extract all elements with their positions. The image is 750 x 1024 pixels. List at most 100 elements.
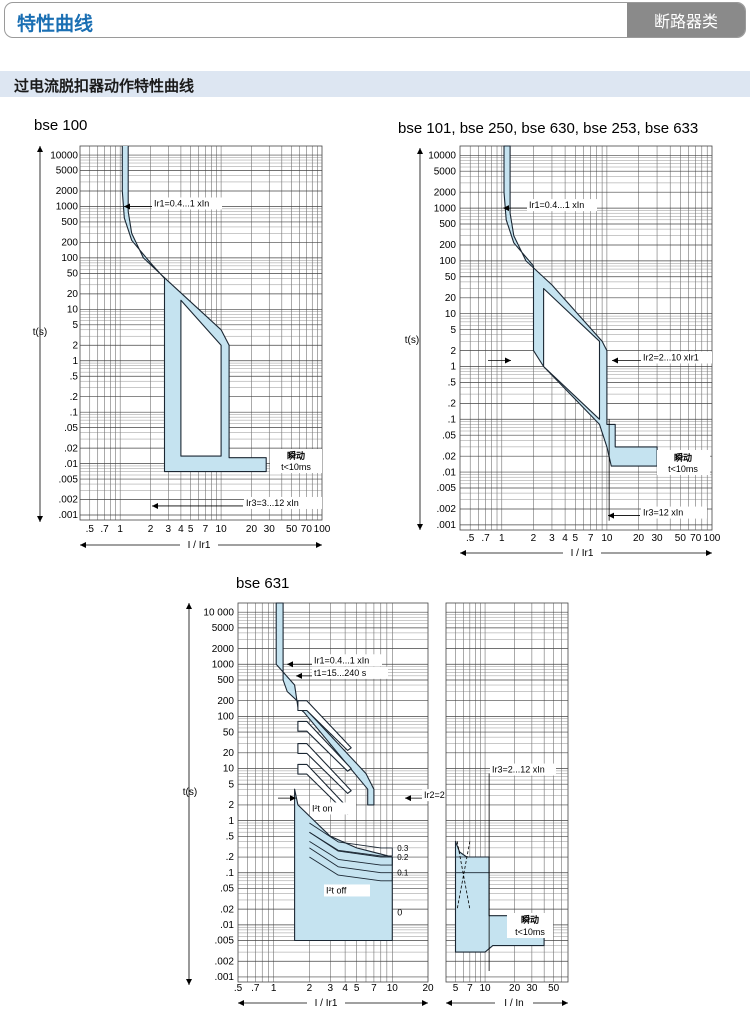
c2-ir3-arrow-head [608,512,614,519]
c3-ir1-label: Ir1=0.4...1 xIn [314,655,369,665]
section-heading-bar: 过电流脱扣器动作特性曲线 [0,71,750,97]
c2-ytick-label: .005 [437,483,457,494]
c2-ir3-label-bg [641,506,707,519]
chart3-title: bse 631 [236,575,290,592]
c3-t1-label: t1=15...240 s [314,668,367,678]
c2-xtick-label: 100 [704,533,721,544]
c1-ytick-label: 500 [61,217,78,228]
c3-xtick-label: 3 [328,983,334,994]
c1-ytick-label: 10000 [50,150,78,161]
c2-ytick-label: 5 [450,325,456,336]
c3-ytick-label: .2 [226,852,235,863]
c2-inst-bg [657,450,710,475]
c1-inst-bg [270,449,322,473]
c3-shorttime-step-2 [309,847,393,882]
c1-xtick-label: 3 [166,524,172,535]
c3-y-arrow-up [186,603,192,609]
c3-ylabel: t(s) [183,787,197,798]
c2-xtick-label: .5 [466,533,475,544]
c2-xtick-label: .7 [481,533,490,544]
c2-ytick-label: 50 [445,272,457,283]
c2-ir1-arrow-head [503,205,509,212]
c3-xlabel-right-bg [495,995,533,1008]
c2-ir1-label-bg [527,199,597,212]
c2-ir2-label-bg [641,351,712,364]
c3r-inst-time: t<10ms [515,927,545,937]
c2-x-arrow-left [460,550,466,556]
c1-ylabel: t(s) [33,327,47,338]
c3-i2t-off-label-bg [324,884,370,897]
page-title: 特性曲线 [17,14,94,35]
c3r-inst-bg [507,913,553,938]
c3-shorttime-step-1 [309,831,393,866]
c1-ytick-label: .005 [59,474,79,485]
c3-step-label-v01: 0.1 [397,869,409,878]
c2-ir1-label: Ir1=0.4...1 xIn [529,200,584,210]
c2-xtick-label: 5 [572,533,578,544]
c3-xtick-label: 1 [271,983,277,994]
c1-ytick-label: 10 [67,305,79,316]
c2-ytick-label: 10 [445,309,457,320]
c2-ytick-label: .002 [437,504,457,515]
c3-x-arrow-left [238,1000,244,1006]
c2-ir3-label: Ir3=12 xIn [643,508,683,518]
c1-ytick-label: 20 [67,289,79,300]
c2-xtick-label: 4 [562,533,568,544]
c3-xtick-label: 7 [371,983,377,994]
c3-t1-step-2 [297,743,352,794]
c3r-dashed-1 [456,841,471,910]
c3-ytick-label: .05 [220,884,234,895]
c1-ytick-label: 50 [67,269,79,280]
c1-inst-label: 瞬动 [287,450,305,461]
c1-ytick-label: 1 [72,356,78,367]
c3-ytick-label: 100 [217,712,234,723]
c2-xtick-label: 20 [633,533,645,544]
c3-i2t-on-label: I²t on [312,803,333,813]
c3-ytick-label: 500 [217,675,234,686]
c3-ytick-label: 5 [228,779,234,790]
c3r-inst-label: 瞬动 [521,914,539,925]
c3-ir2-arrow-left-head [290,795,296,802]
c1-xtick-label: 50 [286,524,298,535]
c1-ytick-label: 100 [61,253,78,264]
c2-inst-time: t<10ms [668,464,698,474]
c1-ytick-label: 5000 [56,166,79,177]
c1-ytick-label: .05 [64,423,78,434]
c2-y-arrow-up [417,148,423,154]
c2-xtick-label: 70 [690,533,702,544]
c3-xtick-label: 5 [354,983,360,994]
c1-xtick-label: 4 [178,524,184,535]
c3-step-label-v02: 0.2 [397,853,409,862]
c1-ir3-arrow-left-head [152,502,158,509]
c2-ytick-label: .01 [442,467,456,478]
c3-ytick-label: .001 [215,972,235,983]
c1-ytick-label: .1 [70,407,79,418]
c2-xtick-label: 2 [531,533,537,544]
c2-ytick-label: .1 [448,414,457,425]
c3-shorttime-step-0 [309,822,393,857]
c3-ytick-label: .1 [226,868,235,879]
c2-ytick-label: 10000 [428,150,456,161]
c1-xlabel: I / Ir1 [188,540,211,551]
c3-ytick-label: 5000 [212,623,235,634]
category-tab[interactable]: 断路器类 [627,3,745,37]
c3-t1-step-1 [297,720,352,772]
c3r-x-arrow-right [562,1000,568,1006]
c3r-xtick-label: 30 [526,983,538,994]
c1-xtick-label: 5 [188,524,194,535]
c2-ir2-arrow-right-head [612,357,618,364]
c3-ir1-label-bg [312,654,382,667]
c1-ir1-arrow-head [124,203,130,210]
c3r-ir3-label: Ir3=2...12 xIn [492,765,545,775]
c3-ytick-label: 20 [223,748,235,759]
c1-ytick-label: .01 [64,459,78,470]
c1-ir1-label-bg [152,197,222,210]
c1-xtick-label: 100 [314,524,331,535]
c3-ytick-label: 1 [228,816,234,827]
c3-i2t-on-label-bg [310,802,356,815]
c3-t1-arrow-head [296,672,302,679]
c2-xlabel-bg [563,545,601,558]
c2-ytick-label: .2 [448,399,457,410]
c3-x-arrow-right [422,1000,428,1006]
